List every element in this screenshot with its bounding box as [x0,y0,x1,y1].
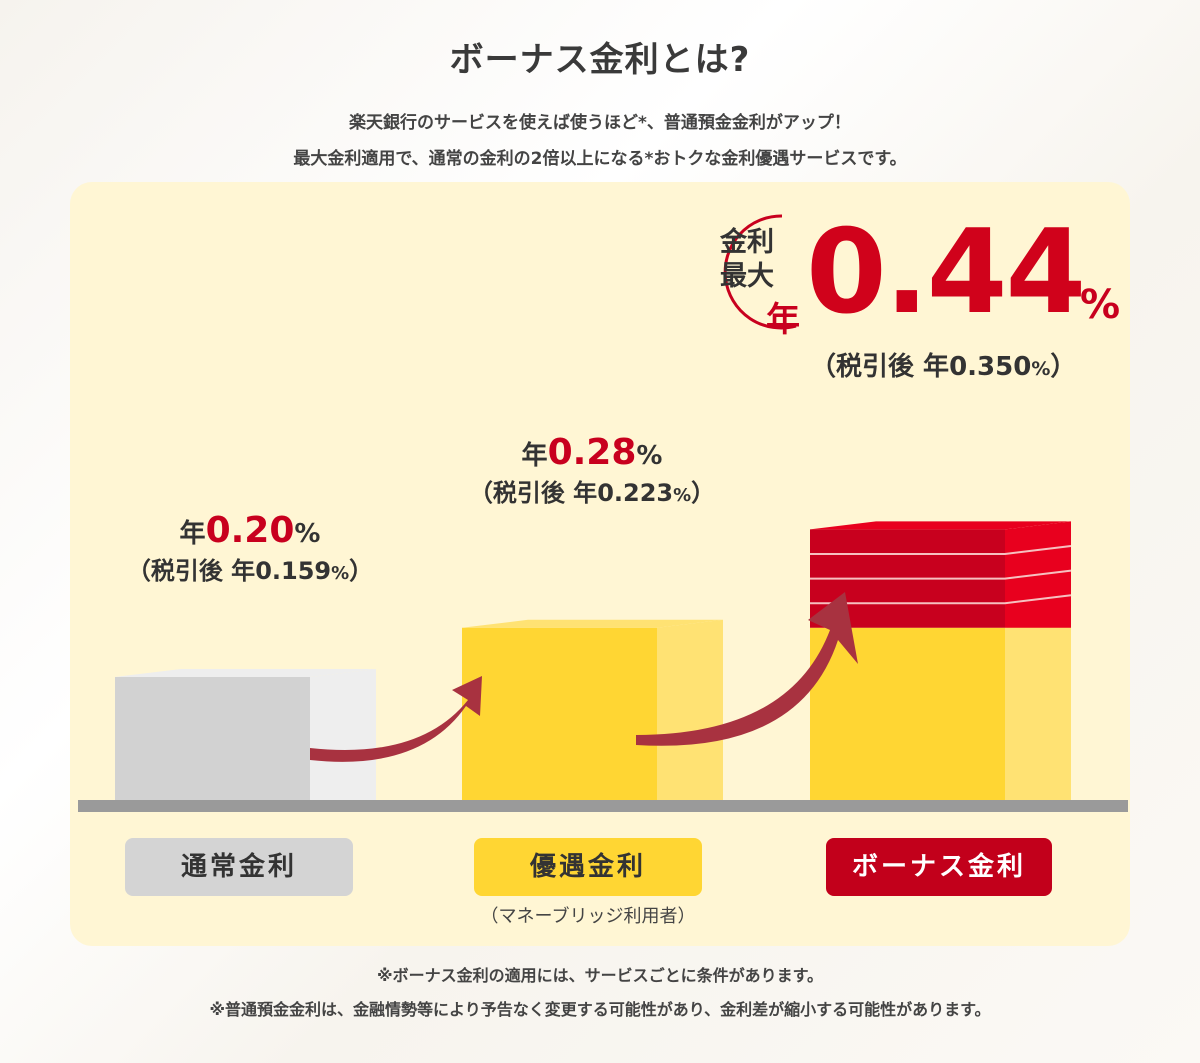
bar-preferred-side [657,619,723,800]
bonus-layer-line [810,594,1072,605]
bar-preferred-top [462,619,723,628]
pct-label: % [636,441,663,471]
big-nen-label: 年 [766,300,800,340]
category-normal: 通常金利 [125,838,353,896]
badge-text: 金利 最大 [720,226,790,294]
footnote-2: ※普通預金金利は、金融情勢等により予告なく変更する可能性があり、金利差が縮小する… [209,1000,991,1019]
pct-label: % [673,485,692,506]
bonus-after-tax-label: （税引後 年0.350%） [810,346,1076,383]
bar-preferred-value-label: 年0.28% （税引後 年0.223%） [442,432,742,508]
lead-text-1: 楽天銀行のサービスを使えば使うほど*、普通預金金利がアップ！ [349,113,851,133]
arrow-up-icon [310,676,482,762]
category-bonus: ボーナス金利 [826,838,1052,896]
bonus-layer-line [810,545,1072,555]
after-tax-close: ） [691,479,716,507]
bar-normal-front [115,677,310,800]
badge-arc-icon [723,214,797,330]
after-tax-open: （税引後 年 [468,479,598,507]
bar-normal-top [115,669,376,677]
big-pct-label: % [1080,282,1121,328]
category-preferred: 優遇金利 [474,838,702,896]
bar-normal-after-tax: 0.159 [255,557,332,585]
bonus-layer-line [810,569,1072,580]
chart-floor [78,800,1128,812]
badge-line-2: 最大 [720,261,774,292]
after-tax-close: ） [1050,352,1077,382]
footnote-1: ※ボーナス金利の適用には、サービスごとに条件があります。 [377,966,823,985]
bar-normal-side [310,669,376,800]
bar-bonus-base-side [1005,619,1071,800]
bonus-after-tax: 0.350 [949,352,1032,382]
bar-preferred-front [462,627,657,800]
after-tax-close: ） [349,557,374,585]
lead-text-2: 最大金利適用で、通常の金利の2倍以上になる*おトクな金利優遇サービスです。 [293,149,907,169]
bar-normal-rate: 0.20 [205,510,295,551]
bonus-max-rate: 0.44 [806,205,1086,340]
badge-arc [723,214,797,330]
page-title: ボーナス金利とは? [449,40,751,80]
bar-preferred-after-tax: 0.223 [597,479,674,507]
nen-label: 年 [179,519,206,549]
after-tax-open: （税引後 年 [126,557,256,585]
bar-normal-value-label: 年0.20% （税引後 年0.159%） [100,510,400,586]
bar-bonus-base-front [810,627,1005,800]
bar-preferred-rate: 0.28 [547,432,637,473]
bar-bonus-bonus-top [810,521,1071,530]
badge-line-1: 金利 [720,227,774,258]
arrow-up-icon [636,592,858,746]
pct-label: % [331,563,350,584]
pct-label: % [1031,358,1051,380]
after-tax-open: （税引後 年 [810,352,950,382]
bonus-rate-badge: 金利 最大 年 0.44 % [700,200,1140,350]
nen-label: 年 [521,441,548,471]
category-preferred-note: （マネーブリッジ利用者） [480,906,696,927]
pct-label: % [294,519,321,549]
